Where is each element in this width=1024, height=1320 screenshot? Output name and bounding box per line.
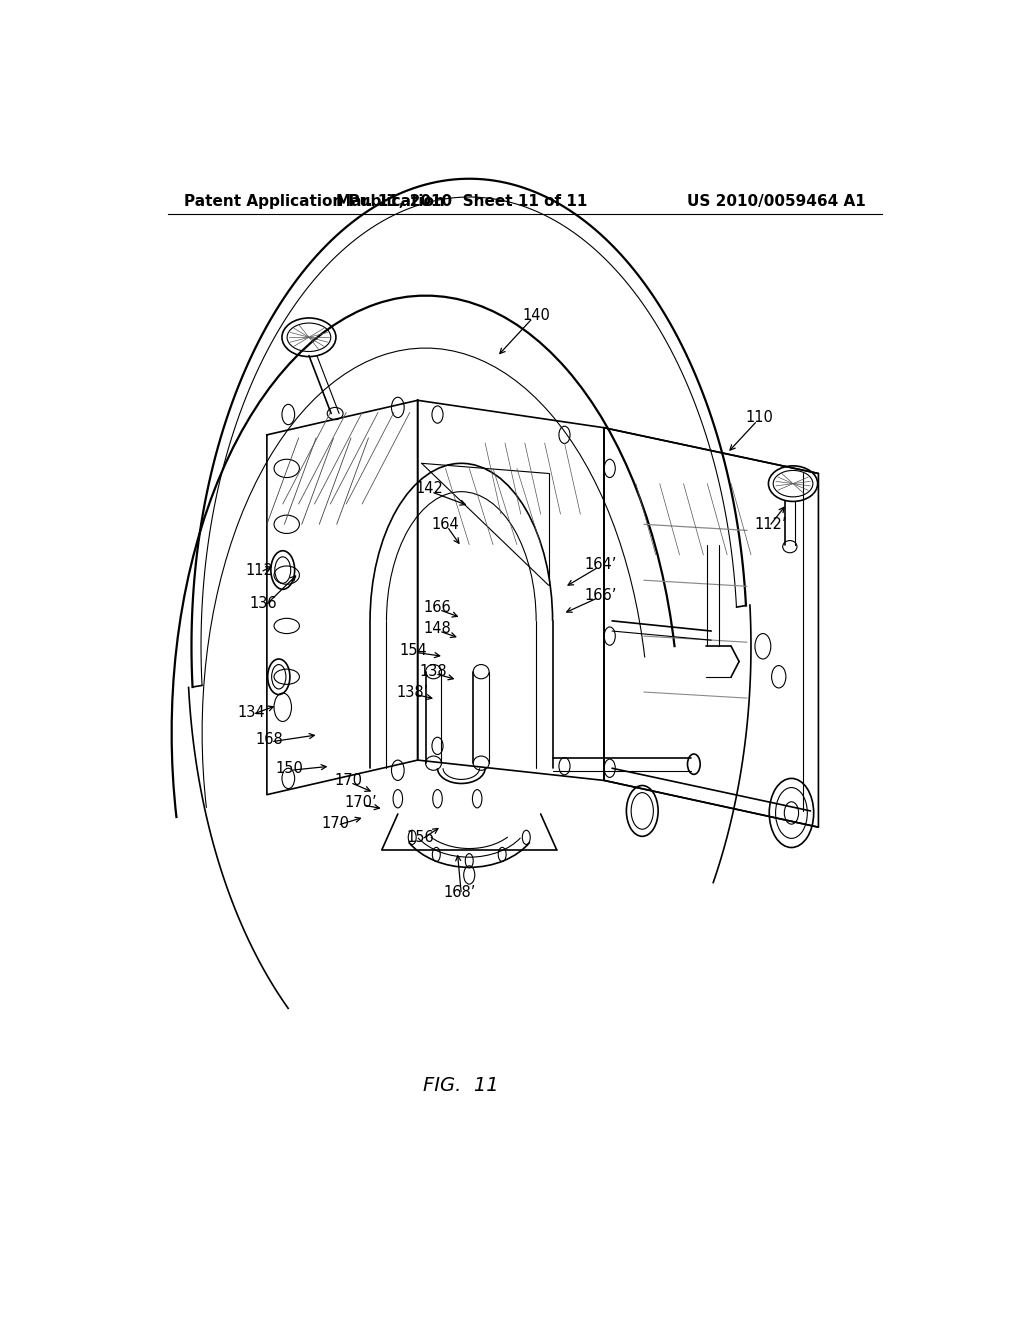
Text: US 2010/0059464 A1: US 2010/0059464 A1 <box>687 194 866 209</box>
Text: 166’: 166’ <box>584 587 616 603</box>
Text: 150: 150 <box>275 760 303 776</box>
Text: 148: 148 <box>424 622 452 636</box>
Text: 142: 142 <box>416 482 443 496</box>
Text: Patent Application Publication: Patent Application Publication <box>183 194 444 209</box>
Text: Mar. 11, 2010  Sheet 11 of 11: Mar. 11, 2010 Sheet 11 of 11 <box>336 194 587 209</box>
Text: 170’: 170’ <box>344 795 377 810</box>
Text: 138’: 138’ <box>396 685 428 700</box>
Text: 170: 170 <box>322 816 350 830</box>
Text: 156: 156 <box>407 830 434 845</box>
Text: 168’: 168’ <box>443 884 476 900</box>
Text: 170: 170 <box>335 774 362 788</box>
Text: 136: 136 <box>249 597 276 611</box>
Text: 166: 166 <box>424 601 452 615</box>
Text: 168: 168 <box>255 733 283 747</box>
Text: 112’: 112’ <box>755 517 787 532</box>
Text: 134: 134 <box>238 705 265 719</box>
Text: 138: 138 <box>420 664 447 680</box>
Text: 112: 112 <box>245 562 272 578</box>
Text: 164’: 164’ <box>584 557 616 573</box>
Text: 164: 164 <box>431 517 460 532</box>
Text: 140: 140 <box>523 309 551 323</box>
Text: 110: 110 <box>745 411 773 425</box>
Text: 154: 154 <box>399 643 428 657</box>
Text: FIG.  11: FIG. 11 <box>424 1076 499 1094</box>
